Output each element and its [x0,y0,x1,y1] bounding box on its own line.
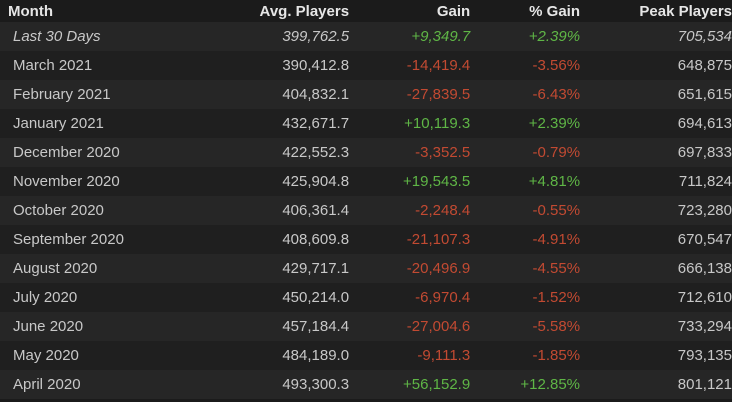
table-cell: -21,107.3 [349,225,471,254]
table-cell: 450,214.0 [234,283,350,312]
table-cell: November 2020 [0,167,235,196]
table-row: June 2020 457,184.4 -27,004.6 -5.58% 733,294 [0,312,732,341]
table-cell: 801,121 [580,370,732,399]
column-header: Gain [349,0,471,22]
table-cell: July 2020 [0,283,235,312]
table-row: October 2020 406,361.4 -2,248.4 -0.55% 723,2… [0,196,732,225]
column-header: Avg. Players [234,0,350,22]
table-cell: -20,496.9 [349,254,471,283]
table-cell: -3.56% [470,51,581,80]
table-cell: 711,824 [580,167,732,196]
table-cell: 493,300.3 [234,370,350,399]
table-body: Last 30 Days 399,762.5 +9,349.7 +2.39% 705,5… [0,22,732,399]
table-cell: 404,832.1 [234,80,350,109]
table-cell: 694,613 [580,109,732,138]
table-row: February 2021 404,832.1 -27,839.5 -6.43% 651… [0,80,732,109]
table-header: Month Avg. Players Gain% Gain Peak Players [0,0,732,22]
header-row: Month Avg. Players Gain% Gain Peak Players [0,0,732,22]
table-cell: +10,119.3 [349,109,471,138]
table-cell: 457,184.4 [234,312,350,341]
table-row: January 2021 432,671.7 +10,119.3 +2.39% 694,… [0,109,732,138]
table-cell: April 2020 [0,370,235,399]
column-header: % Gain [470,0,581,22]
table-cell: December 2020 [0,138,235,167]
table-row: December 2020 422,552.3 -3,352.5 -0.79% 697,… [0,138,732,167]
table-cell: 697,833 [580,138,732,167]
table-cell: -4.55% [470,254,581,283]
table-cell: -0.55% [470,196,581,225]
table-cell: 399,762.5 [234,22,350,51]
table-cell: March 2021 [0,51,235,80]
table-cell: 390,412.8 [234,51,350,80]
table-cell: -3,352.5 [349,138,471,167]
table-cell: 666,138 [580,254,732,283]
column-header: Month [0,0,235,22]
table-cell: October 2020 [0,196,235,225]
table-cell: 723,280 [580,196,732,225]
table-cell: -27,004.6 [349,312,471,341]
table-cell: -1.85% [470,341,581,370]
table-cell: 793,135 [580,341,732,370]
table-cell: 705,534 [580,22,732,51]
table-cell: +2.39% [470,22,581,51]
table-row: March 2021 390,412.8 -14,419.4 -3.56% 648,87… [0,51,732,80]
table-cell: September 2020 [0,225,235,254]
table-cell: -14,419.4 [349,51,471,80]
table-cell: 432,671.7 [234,109,350,138]
table-cell: 733,294 [580,312,732,341]
table-cell: -27,839.5 [349,80,471,109]
table-row: November 2020 425,904.8 +19,543.5 +4.81% 711… [0,167,732,196]
table-cell: -1.52% [470,283,581,312]
table-row: August 2020 429,717.1 -20,496.9 -4.55% 666,1… [0,254,732,283]
table-cell: 484,189.0 [234,341,350,370]
table-cell: August 2020 [0,254,235,283]
table-cell: 429,717.1 [234,254,350,283]
table-cell: +19,543.5 [349,167,471,196]
table-cell: 406,361.4 [234,196,350,225]
table-cell: May 2020 [0,341,235,370]
table-cell: 408,609.8 [234,225,350,254]
table-cell: -6,970.4 [349,283,471,312]
table-cell: -5.58% [470,312,581,341]
table-cell: 648,875 [580,51,732,80]
table-cell: +4.81% [470,167,581,196]
column-header: Peak Players [580,0,732,22]
table-row: May 2020 484,189.0 -9,111.3 -1.85% 793,135 [0,341,732,370]
table-cell: 651,615 [580,80,732,109]
table-cell: +56,152.9 [349,370,471,399]
table-cell: 712,610 [580,283,732,312]
table-cell: -4.91% [470,225,581,254]
table-cell: June 2020 [0,312,235,341]
table-row: September 2020 408,609.8 -21,107.3 -4.91% 67… [0,225,732,254]
table-cell: 425,904.8 [234,167,350,196]
table-row: July 2020 450,214.0 -6,970.4 -1.52% 712,610 [0,283,732,312]
table-cell: -9,111.3 [349,341,471,370]
table-cell: -2,248.4 [349,196,471,225]
table-row: April 2020 493,300.3 +56,152.9 +12.85% 801,1… [0,370,732,399]
table-cell: -6.43% [470,80,581,109]
table-cell: Last 30 Days [0,22,235,51]
table-cell: +12.85% [470,370,581,399]
table-cell: 422,552.3 [234,138,350,167]
table-cell: +9,349.7 [349,22,471,51]
table-cell: February 2021 [0,80,235,109]
table-row: Last 30 Days 399,762.5 +9,349.7 +2.39% 705,5… [0,22,732,51]
table-cell: -0.79% [470,138,581,167]
table-cell: 670,547 [580,225,732,254]
table-cell: January 2021 [0,109,235,138]
table-cell: +2.39% [470,109,581,138]
